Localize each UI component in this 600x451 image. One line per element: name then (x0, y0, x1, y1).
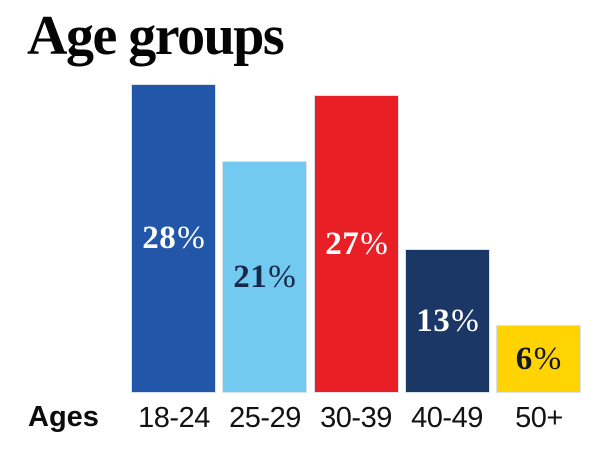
bar-30-39: 27% (315, 96, 398, 392)
bar-40-49: 13% (406, 250, 489, 392)
bar-value-label: 27% (325, 225, 388, 262)
chart-title: Age groups (27, 5, 285, 67)
bar-value-label: 28% (142, 220, 205, 256)
bar-25-29: 21% (223, 162, 306, 392)
bar-value-label: 21% (233, 258, 296, 295)
bar-value-label: 6% (515, 340, 562, 377)
bar-value-label: 13% (416, 302, 479, 339)
bar-50+: 6% (497, 326, 580, 392)
bar-18-24: 28% (132, 85, 215, 392)
